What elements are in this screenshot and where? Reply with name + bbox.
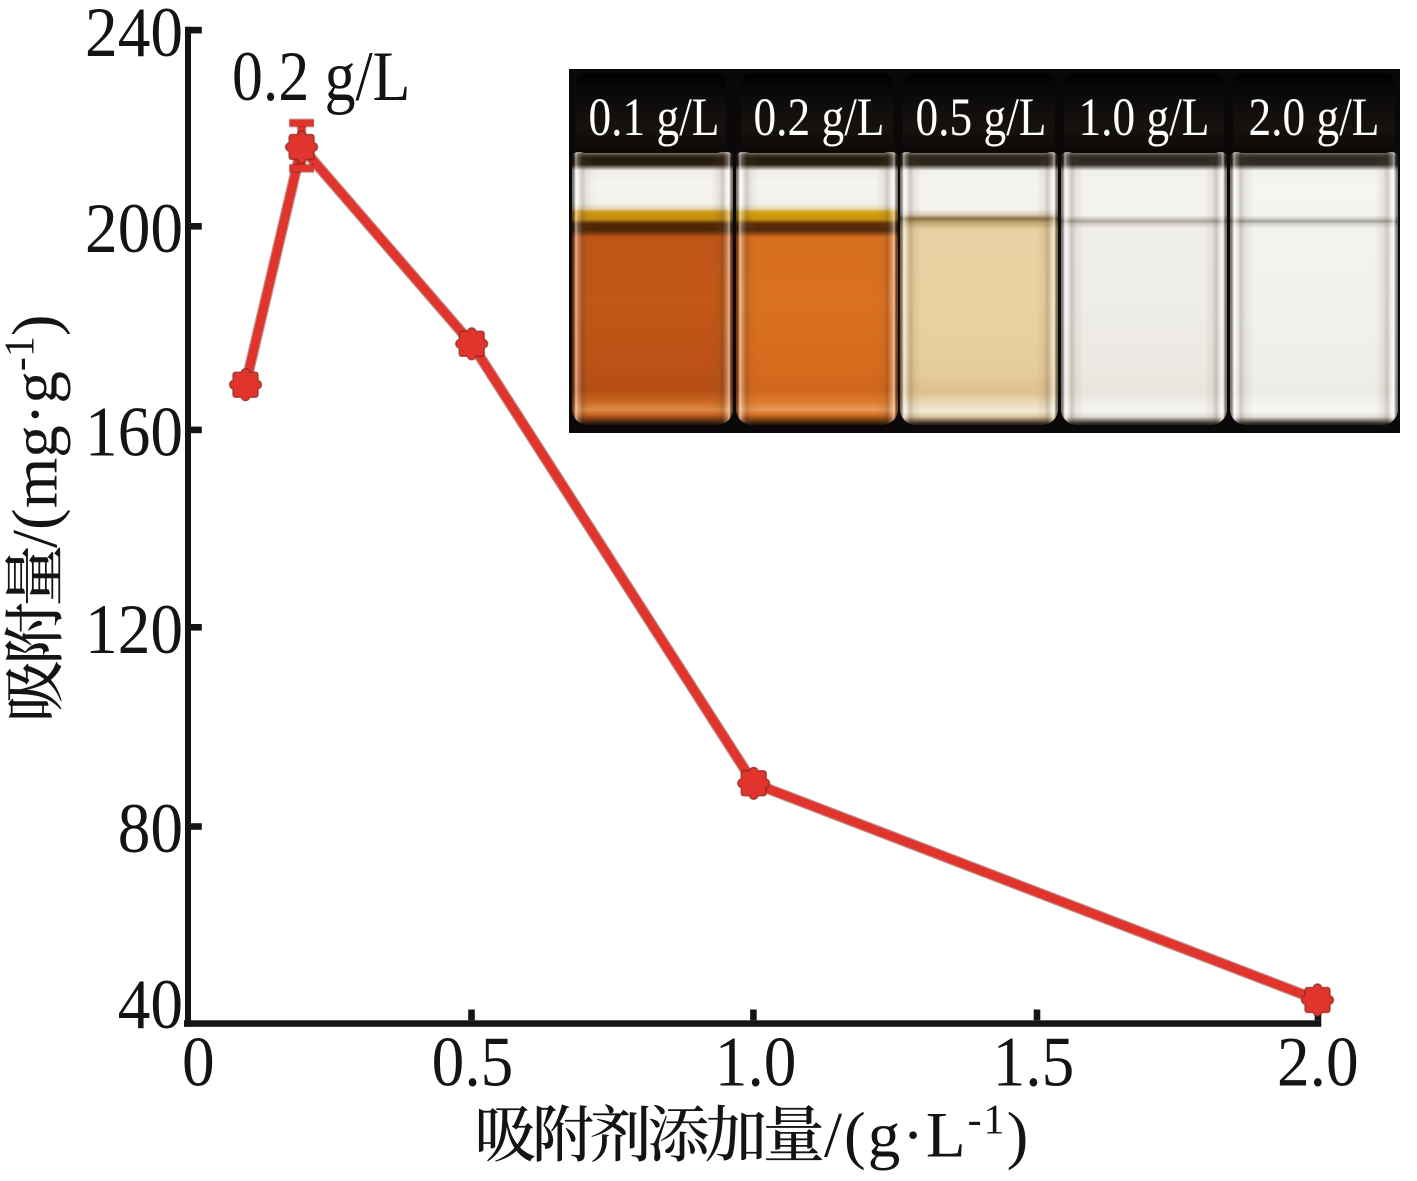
svg-text:0.2 g/L: 0.2 g/L [232,38,410,116]
svg-text:/(g·L-1): /(g·L-1) [824,1098,1030,1172]
svg-text:/(mg·g-1): /(mg·g-1) [0,314,72,548]
svg-text:0.5: 0.5 [432,1022,514,1101]
svg-text:200: 200 [85,189,183,268]
svg-text:1.5: 1.5 [993,1022,1075,1101]
svg-text:40: 40 [118,965,183,1044]
svg-text:160: 160 [85,392,183,471]
svg-text:2.0: 2.0 [1277,1022,1359,1101]
svg-text:80: 80 [118,789,183,868]
svg-text:240: 240 [85,0,183,72]
svg-text:0: 0 [182,1022,215,1101]
svg-text:120: 120 [85,590,183,669]
svg-text:1.0: 1.0 [715,1022,797,1101]
